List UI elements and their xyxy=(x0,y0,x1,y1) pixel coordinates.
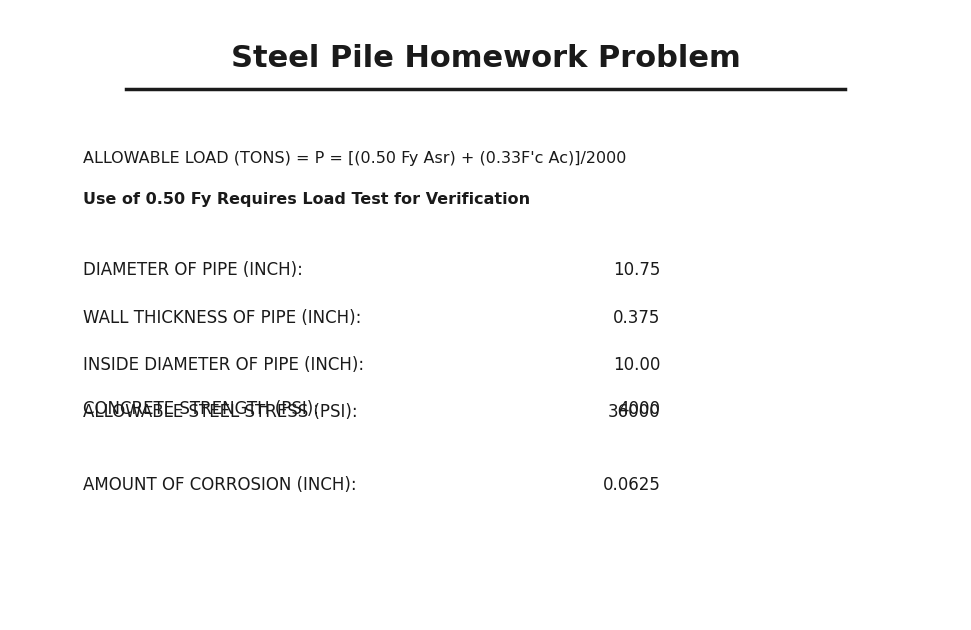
Text: WALL THICKNESS OF PIPE (INCH):: WALL THICKNESS OF PIPE (INCH): xyxy=(83,309,361,327)
Text: 0.375: 0.375 xyxy=(613,309,660,327)
Text: Use of 0.50 Fy Requires Load Test for Verification: Use of 0.50 Fy Requires Load Test for Ve… xyxy=(83,192,529,207)
Text: ALLOWABLE STEEL STRESS (PSI):: ALLOWABLE STEEL STRESS (PSI): xyxy=(83,403,357,421)
Text: CONCRETE STRENGTH (PSI):: CONCRETE STRENGTH (PSI): xyxy=(83,400,318,418)
Text: 10.00: 10.00 xyxy=(613,356,660,374)
Text: Steel Pile Homework Problem: Steel Pile Homework Problem xyxy=(231,44,740,73)
Text: 4000: 4000 xyxy=(619,400,660,418)
Text: AMOUNT OF CORROSION (INCH):: AMOUNT OF CORROSION (INCH): xyxy=(83,476,356,494)
Text: 10.75: 10.75 xyxy=(613,261,660,280)
Text: INSIDE DIAMETER OF PIPE (INCH):: INSIDE DIAMETER OF PIPE (INCH): xyxy=(83,356,364,374)
Text: 36000: 36000 xyxy=(608,403,660,421)
Text: ALLOWABLE LOAD (TONS) = P = [(0.50 Fy Asr) + (0.33F'c Ac)]/2000: ALLOWABLE LOAD (TONS) = P = [(0.50 Fy As… xyxy=(83,151,626,166)
Text: 0.0625: 0.0625 xyxy=(602,476,660,494)
Text: DIAMETER OF PIPE (INCH):: DIAMETER OF PIPE (INCH): xyxy=(83,261,302,280)
